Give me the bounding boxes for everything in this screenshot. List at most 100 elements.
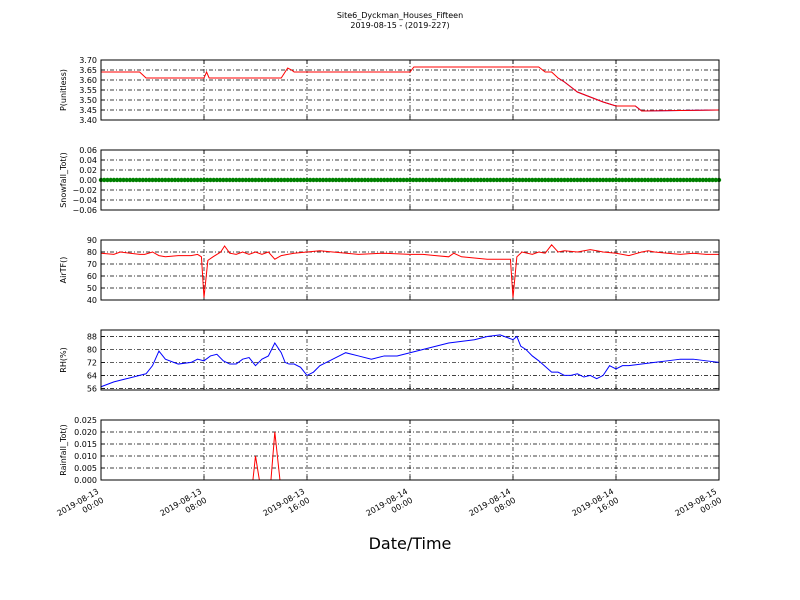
data-point [404, 177, 409, 183]
axes-frame [100, 239, 720, 301]
data-point [343, 177, 348, 183]
data-point [674, 177, 680, 183]
y-tick-label: 0.015 [74, 440, 97, 449]
data-point [288, 177, 294, 183]
x-axis-label: Date/Time [368, 534, 452, 553]
data-point [102, 177, 107, 183]
y-tick-label: 3.60 [79, 76, 97, 85]
data-point [349, 177, 355, 183]
data-point [243, 177, 249, 183]
data-point [465, 177, 471, 183]
y-tick-label: 3.50 [79, 96, 97, 105]
data-point [150, 177, 155, 183]
y-tick-label: 3.40 [79, 116, 97, 125]
data-point [427, 177, 432, 183]
data-point [320, 177, 326, 183]
data-point [233, 177, 239, 183]
data-point [552, 177, 558, 183]
data-point [336, 177, 342, 183]
data-point [700, 177, 706, 183]
data-point [430, 177, 435, 183]
data-point [340, 177, 345, 183]
data-point [559, 177, 564, 183]
data-point [475, 177, 480, 183]
data-point [472, 177, 477, 183]
data-point [600, 177, 606, 183]
data-point [604, 177, 609, 183]
data-point [156, 177, 162, 183]
data-point [275, 177, 281, 183]
data-point [163, 177, 168, 183]
data-point [626, 177, 632, 183]
chart-title: Site6_Dyckman_Houses_Fifteen [336, 11, 464, 20]
data-point [166, 177, 171, 183]
data-point [176, 177, 181, 183]
data-point [671, 177, 677, 183]
data-point [266, 177, 271, 183]
data-point [584, 177, 590, 183]
data-point [291, 177, 297, 183]
data-point [514, 177, 519, 183]
data-point [375, 177, 381, 183]
data-point [697, 177, 702, 183]
data-point [655, 177, 661, 183]
subplot-1: 3.403.453.503.553.603.653.70 P(unitless) [59, 56, 720, 125]
data-point [523, 177, 529, 183]
subplot-3: 40 50 60 70 80 90 AirTF() [59, 236, 720, 305]
data-point [549, 177, 554, 183]
data-point [456, 177, 461, 183]
data-point [240, 177, 245, 183]
data-point [211, 177, 216, 183]
data-point [121, 177, 126, 183]
axes-frame [100, 149, 720, 211]
data-point [539, 177, 545, 183]
data-point [642, 177, 648, 183]
data-point [414, 177, 419, 183]
data-point [588, 177, 593, 183]
data-point [446, 177, 451, 183]
data-point [713, 177, 718, 183]
subplot-5: 0.000 0.005 0.010 0.015 0.020 0.025 Rainfall_T… [59, 416, 720, 485]
y-tick-label: 0.010 [74, 452, 97, 461]
data-point [130, 177, 136, 183]
data-point [214, 177, 220, 183]
series-line [100, 244, 719, 298]
data-point [568, 177, 574, 183]
data-point [526, 177, 532, 183]
data-point [501, 177, 506, 183]
data-point [578, 177, 583, 183]
y-tick-label: 64 [87, 371, 97, 380]
y-tick-label: −0.02 [72, 186, 97, 195]
data-point [613, 177, 619, 183]
y-tick-label: 70 [87, 260, 97, 269]
data-point [108, 177, 113, 183]
data-point [140, 177, 146, 183]
data-point [172, 177, 178, 183]
data-point [378, 177, 384, 183]
y-tick-label: 80 [87, 248, 97, 257]
data-point [282, 177, 287, 183]
data-point [385, 177, 390, 183]
data-point [143, 177, 149, 183]
data-point [607, 177, 612, 183]
y-tick-label: 90 [87, 236, 97, 245]
y-axis-label: AirTF() [59, 257, 68, 284]
data-point [565, 177, 570, 183]
data-point [420, 177, 426, 183]
data-point [652, 177, 657, 183]
y-tick-label: 0.02 [79, 166, 97, 175]
y-tick-label: 3.55 [79, 86, 97, 95]
data-point [330, 177, 335, 183]
data-point [633, 177, 638, 183]
data-point [703, 177, 709, 183]
data-point [665, 177, 670, 183]
data-point [195, 177, 200, 183]
data-point [507, 177, 512, 183]
data-point [372, 177, 377, 183]
data-point [137, 177, 142, 183]
data-point [124, 177, 129, 183]
data-point [417, 177, 422, 183]
